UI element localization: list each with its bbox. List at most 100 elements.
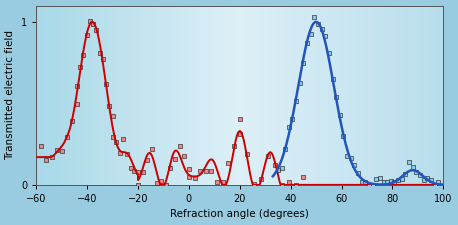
- Point: [274, 168, 282, 172]
- Point: [413, 171, 420, 174]
- Point: [106, 104, 113, 107]
- Point: [376, 176, 383, 180]
- Point: [96, 51, 104, 54]
- Point: [208, 169, 215, 172]
- Point: [219, 181, 226, 184]
- Point: [325, 51, 333, 55]
- Point: [185, 168, 192, 171]
- Point: [116, 151, 124, 155]
- Point: [120, 137, 127, 141]
- Point: [311, 15, 318, 18]
- Point: [202, 169, 209, 173]
- Point: [196, 169, 204, 173]
- Point: [53, 148, 60, 151]
- Point: [293, 100, 300, 103]
- Point: [139, 170, 146, 173]
- Y-axis label: Transmitted electric field: Transmitted electric field: [5, 30, 16, 160]
- Point: [336, 113, 344, 117]
- Point: [340, 134, 347, 137]
- Point: [431, 183, 438, 187]
- Point: [93, 29, 100, 32]
- Point: [68, 119, 76, 123]
- Point: [278, 183, 286, 187]
- Point: [383, 180, 391, 184]
- Point: [134, 170, 142, 173]
- Point: [272, 163, 279, 166]
- Point: [73, 84, 81, 88]
- Point: [191, 176, 198, 180]
- Point: [171, 157, 179, 161]
- Point: [58, 150, 65, 153]
- Point: [387, 179, 394, 182]
- Point: [314, 22, 322, 26]
- Point: [148, 147, 156, 151]
- Point: [43, 158, 50, 162]
- Point: [282, 147, 289, 151]
- Point: [103, 83, 110, 86]
- Point: [293, 183, 300, 187]
- Point: [124, 152, 131, 155]
- Point: [394, 178, 402, 182]
- Point: [369, 183, 376, 187]
- Point: [264, 154, 272, 157]
- Point: [243, 153, 251, 156]
- Point: [63, 135, 71, 138]
- Point: [300, 61, 307, 64]
- Point: [89, 22, 97, 26]
- Point: [303, 41, 311, 45]
- Point: [144, 158, 151, 162]
- Point: [329, 78, 336, 81]
- Point: [158, 180, 165, 183]
- Point: [86, 19, 93, 23]
- Point: [405, 160, 413, 164]
- Point: [318, 27, 325, 31]
- Point: [83, 33, 90, 37]
- Point: [113, 140, 120, 144]
- Point: [109, 114, 116, 118]
- Point: [278, 166, 285, 169]
- Point: [176, 144, 183, 148]
- Point: [420, 178, 427, 182]
- Point: [185, 175, 192, 179]
- Point: [236, 133, 243, 136]
- Point: [76, 65, 84, 69]
- Point: [344, 155, 351, 158]
- Point: [435, 180, 442, 184]
- Point: [230, 144, 238, 148]
- Point: [300, 175, 307, 179]
- Point: [236, 117, 243, 120]
- Point: [391, 180, 398, 184]
- Point: [285, 126, 293, 129]
- Point: [424, 176, 431, 180]
- X-axis label: Refraction angle (degrees): Refraction angle (degrees): [170, 209, 309, 219]
- Point: [134, 183, 142, 187]
- Point: [365, 183, 373, 187]
- Point: [289, 117, 296, 120]
- Point: [73, 102, 81, 106]
- Point: [362, 180, 369, 184]
- Point: [416, 173, 424, 177]
- Point: [250, 182, 257, 186]
- Point: [409, 165, 416, 169]
- Point: [354, 171, 362, 175]
- Point: [153, 181, 160, 184]
- Point: [225, 161, 232, 164]
- Point: [296, 81, 304, 84]
- Point: [351, 163, 358, 167]
- Point: [38, 144, 45, 148]
- Point: [109, 135, 116, 139]
- Point: [167, 166, 174, 169]
- Point: [427, 178, 435, 182]
- Point: [398, 178, 405, 181]
- Point: [257, 177, 265, 181]
- Point: [127, 167, 134, 170]
- Point: [358, 181, 365, 184]
- Point: [333, 96, 340, 99]
- Point: [322, 34, 329, 38]
- Point: [347, 156, 354, 160]
- Point: [213, 180, 221, 184]
- Point: [99, 57, 107, 61]
- Point: [307, 32, 314, 36]
- Point: [285, 180, 293, 183]
- Point: [48, 155, 55, 158]
